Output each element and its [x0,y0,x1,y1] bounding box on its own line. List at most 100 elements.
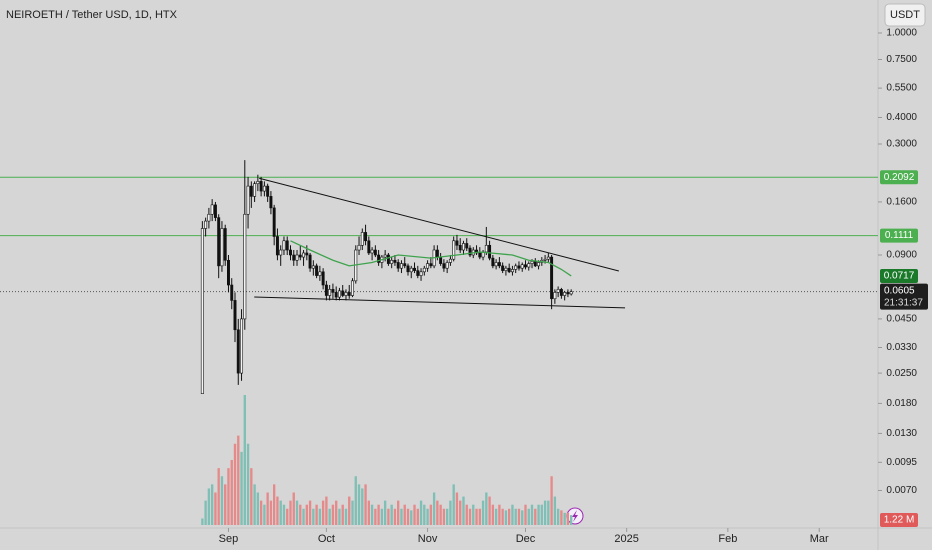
candle-body [321,271,325,286]
volume-bar [227,468,230,525]
y-tick-label: 0.0070 [886,485,917,496]
volume-bar [302,508,305,525]
candle-body [243,213,247,320]
y-tick-label: 0.4000 [886,112,917,123]
candle-body [351,280,354,296]
volume-bar [364,484,367,525]
candle-body [364,232,368,242]
volume-bar [292,492,295,525]
volume-bar [449,500,452,525]
volume-bar [217,468,220,525]
volume-bar [423,504,426,525]
candle-body [501,265,505,271]
volume-bar [397,500,400,525]
volume-bar [488,496,491,525]
candle-body [285,240,289,251]
candle-body [262,185,266,192]
volume-bar [305,504,308,525]
y-tick-label: 0.0330 [886,342,917,353]
candle-body [439,256,443,264]
candle-body [530,261,534,264]
currency-button[interactable]: USDT [884,3,926,27]
volume-bar [354,476,357,525]
button-label[interactable]: USDT [890,9,920,21]
candle-body [266,185,270,197]
volume-bar [501,508,504,525]
candle-body [367,240,371,254]
volume-bar [243,395,246,525]
candle-body [546,256,550,260]
y-tick-label: 0.0450 [886,314,917,325]
candle-body [305,252,309,256]
candle-body [223,228,227,261]
candle-body [259,181,263,192]
volume-bar [335,500,338,525]
candle-body [253,183,257,197]
y-tick-label: 0.3000 [886,139,917,150]
volume-bar [465,504,468,525]
volume-bar [543,500,547,525]
volume-bar [318,508,322,525]
event-icon-bolt[interactable] [572,510,578,522]
volume-bar [563,512,566,525]
volume-bar [224,484,227,525]
trendline [259,177,619,272]
candle-body [553,292,557,300]
candle-body [403,263,407,267]
volume-bar [504,510,508,525]
x-tick-label: Oct [318,533,335,545]
y-tick-label: 0.0130 [886,428,917,439]
candle-body [533,261,537,267]
candle-body [217,217,221,267]
candle-body [507,267,511,273]
candle-body [448,258,452,263]
volume-bar [269,500,273,525]
volume-bar [432,492,436,525]
y-tick-label: 0.7500 [886,54,917,65]
y-tick-label: 0.0180 [886,398,917,409]
button-frame[interactable] [884,3,926,27]
volume-bar [295,500,299,525]
volume-bar [204,500,207,525]
volume-bar [540,504,543,525]
candle-body [426,263,430,269]
candle-body [566,292,570,295]
volume-bar [481,500,485,525]
volume-bar [246,443,250,525]
volume-bar [556,508,560,525]
level-tag-bg [880,228,918,243]
candle-body [341,290,345,296]
volume-bar [521,510,524,525]
volume-bar [445,508,449,525]
volume-bar [429,504,433,525]
candle-body [520,264,524,269]
volume-bar [256,492,260,525]
volume-bar [498,504,501,525]
volume-bar [374,508,377,525]
candle-body [269,196,273,209]
volume-bar [507,508,511,525]
volume-bar [390,504,393,525]
x-tick-label: Nov [418,533,438,545]
candle-body [491,257,495,267]
volume-bar [331,504,335,525]
candle-body [337,290,341,298]
last-price-tag: 0.0605 [884,285,915,296]
volume-bar [566,512,570,525]
volume-bar [439,504,442,525]
volume-bar [237,435,240,525]
volume-bar [530,504,534,525]
y-tick-label: 0.0095 [886,457,917,468]
candle-body [484,244,488,253]
volume-bar [210,484,214,525]
volume-bar [410,510,413,525]
candle-body [527,263,531,268]
candle-body [393,259,397,263]
x-tick-label: Feb [718,533,737,545]
candle-body [279,249,283,256]
volume-bar [367,500,371,525]
volume-bar [201,518,204,525]
volume-bar [263,504,266,525]
volume-bar [393,508,397,525]
candle-body [488,244,492,259]
